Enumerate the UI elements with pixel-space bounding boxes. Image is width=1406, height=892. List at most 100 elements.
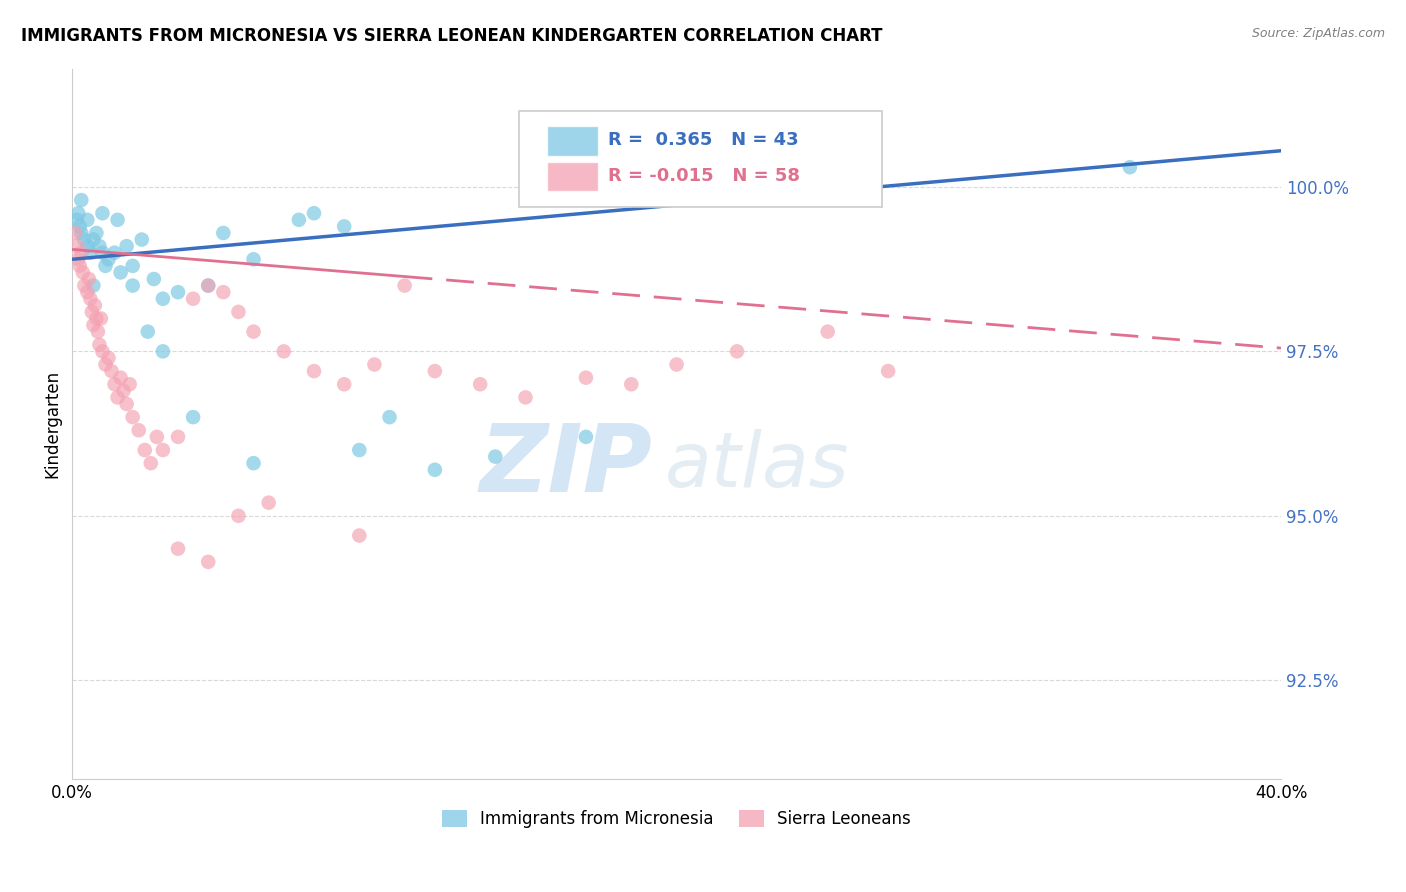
Point bbox=[333, 377, 356, 392]
Point bbox=[167, 285, 190, 300]
Text: IMMIGRANTS FROM MICRONESIA VS SIERRA LEONEAN KINDERGARTEN CORRELATION CHART: IMMIGRANTS FROM MICRONESIA VS SIERRA LEO… bbox=[21, 27, 883, 45]
Point bbox=[665, 358, 688, 372]
Point bbox=[197, 555, 219, 569]
Point bbox=[152, 443, 174, 458]
Point bbox=[139, 456, 162, 470]
Point bbox=[118, 377, 141, 392]
Point bbox=[575, 430, 598, 444]
Point bbox=[484, 450, 506, 464]
Point bbox=[82, 278, 104, 293]
Point bbox=[228, 508, 250, 523]
Point bbox=[69, 259, 91, 273]
Point bbox=[197, 278, 219, 293]
Point bbox=[212, 285, 235, 300]
Point bbox=[82, 318, 104, 332]
Point bbox=[72, 265, 94, 279]
Point bbox=[302, 364, 325, 378]
Point bbox=[242, 325, 264, 339]
Point bbox=[107, 391, 129, 405]
Legend: Immigrants from Micronesia, Sierra Leoneans: Immigrants from Micronesia, Sierra Leone… bbox=[436, 803, 918, 835]
Point bbox=[134, 443, 156, 458]
Point bbox=[152, 344, 174, 359]
Point bbox=[86, 311, 108, 326]
Point bbox=[817, 325, 839, 339]
Point bbox=[725, 344, 748, 359]
Point bbox=[70, 245, 93, 260]
Point bbox=[89, 338, 111, 352]
Point bbox=[167, 541, 190, 556]
Point bbox=[91, 344, 114, 359]
Point bbox=[349, 443, 371, 458]
Point bbox=[167, 430, 190, 444]
Point bbox=[70, 193, 93, 207]
Point bbox=[66, 212, 89, 227]
Point bbox=[470, 377, 492, 392]
Point bbox=[79, 245, 101, 260]
Point bbox=[620, 377, 643, 392]
Point bbox=[86, 226, 108, 240]
Point bbox=[97, 252, 120, 267]
Point bbox=[121, 278, 143, 293]
Point bbox=[77, 272, 100, 286]
Point bbox=[70, 226, 93, 240]
Point bbox=[115, 397, 138, 411]
Point bbox=[363, 358, 385, 372]
Point bbox=[94, 259, 117, 273]
Point bbox=[89, 239, 111, 253]
Point bbox=[76, 239, 98, 253]
Point bbox=[877, 364, 900, 378]
Point bbox=[87, 325, 110, 339]
Point bbox=[146, 430, 169, 444]
Point bbox=[103, 245, 125, 260]
Point bbox=[423, 364, 446, 378]
Point bbox=[515, 391, 537, 405]
Point bbox=[110, 265, 132, 279]
FancyBboxPatch shape bbox=[547, 161, 598, 192]
Point bbox=[103, 377, 125, 392]
Point bbox=[73, 278, 96, 293]
Point bbox=[333, 219, 356, 234]
Point bbox=[242, 456, 264, 470]
Point bbox=[80, 305, 103, 319]
Point bbox=[65, 226, 87, 240]
Text: ZIP: ZIP bbox=[479, 420, 652, 512]
Point bbox=[73, 233, 96, 247]
Point bbox=[181, 410, 204, 425]
Point bbox=[302, 206, 325, 220]
Point bbox=[112, 384, 135, 398]
Point bbox=[1119, 160, 1142, 174]
Point bbox=[83, 298, 105, 312]
Point bbox=[79, 292, 101, 306]
Y-axis label: Kindergarten: Kindergarten bbox=[44, 369, 60, 478]
FancyBboxPatch shape bbox=[547, 126, 598, 156]
Point bbox=[273, 344, 295, 359]
Point bbox=[394, 278, 416, 293]
Point bbox=[131, 233, 153, 247]
Point bbox=[212, 226, 235, 240]
Point bbox=[76, 212, 98, 227]
FancyBboxPatch shape bbox=[519, 112, 882, 207]
Point bbox=[90, 311, 112, 326]
Point bbox=[67, 206, 90, 220]
Point bbox=[100, 364, 122, 378]
Point bbox=[97, 351, 120, 365]
Point bbox=[67, 252, 90, 267]
Point bbox=[142, 272, 165, 286]
Point bbox=[91, 206, 114, 220]
Point bbox=[121, 259, 143, 273]
Point bbox=[378, 410, 401, 425]
Point bbox=[107, 212, 129, 227]
Point bbox=[110, 370, 132, 384]
Point bbox=[423, 463, 446, 477]
Point bbox=[349, 528, 371, 542]
Point bbox=[197, 278, 219, 293]
Point bbox=[136, 325, 159, 339]
Point bbox=[91, 245, 114, 260]
Point bbox=[228, 305, 250, 319]
Point bbox=[257, 496, 280, 510]
Point bbox=[121, 410, 143, 425]
Point bbox=[115, 239, 138, 253]
Point bbox=[76, 285, 98, 300]
Point bbox=[288, 212, 311, 227]
Point bbox=[181, 292, 204, 306]
